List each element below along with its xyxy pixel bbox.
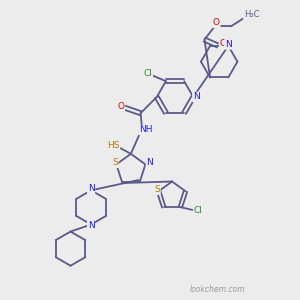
Text: N: N: [88, 221, 94, 230]
Text: N: N: [88, 184, 94, 194]
Text: Cl: Cl: [143, 69, 152, 78]
Text: N: N: [225, 40, 232, 49]
Text: H₃C: H₃C: [244, 10, 259, 19]
Text: N: N: [193, 92, 200, 101]
Text: S: S: [154, 185, 160, 194]
Text: N: N: [146, 158, 153, 167]
Text: lookchem.com: lookchem.com: [190, 285, 245, 294]
Text: HS: HS: [107, 141, 119, 150]
Text: O: O: [220, 40, 226, 49]
Text: Cl: Cl: [194, 206, 202, 215]
Text: O: O: [117, 102, 124, 111]
Text: S: S: [112, 158, 118, 167]
Text: NH: NH: [139, 125, 152, 134]
Text: O: O: [213, 18, 220, 27]
